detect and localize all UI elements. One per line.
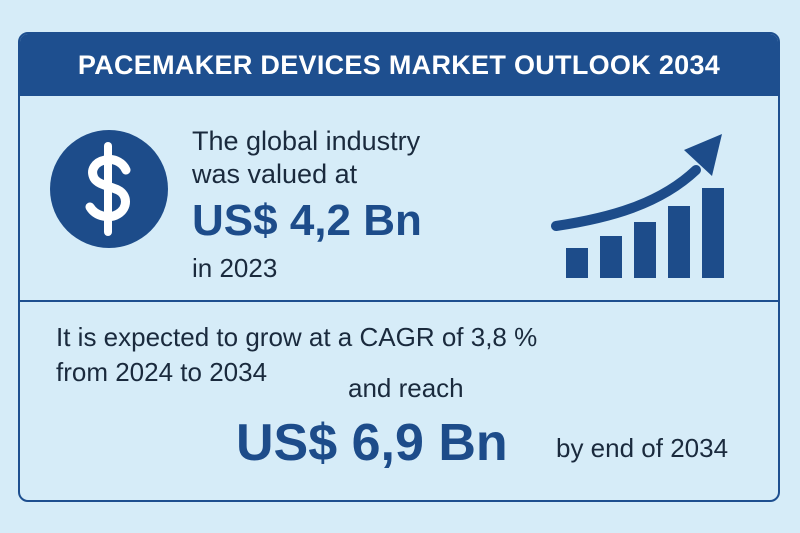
growth-chart-icon (551, 134, 724, 278)
forecast-line-2: from 2024 to 2034 (56, 357, 268, 387)
page-title: PACEMAKER DEVICES MARKET OUTLOOK 2034 (77, 49, 721, 80)
forecast-value: US$ 6,9 Bn (236, 414, 508, 472)
section-divider (20, 300, 778, 302)
current-line-2: was valued at (192, 159, 358, 189)
header-banner: PACEMAKER DEVICES MARKET OUTLOOK 2034 (20, 34, 778, 96)
forecast-line-1: It is expected to grow at a CAGR of 3,8 … (56, 322, 538, 352)
current-line-1: The global industry (192, 126, 421, 156)
forecast-line-3: and reach (348, 373, 464, 403)
dollar-icon (50, 130, 168, 248)
current-value: US$ 4,2 Bn (192, 196, 422, 245)
forecast-suffix: by end of 2034 (556, 433, 729, 463)
current-year: in 2023 (192, 253, 278, 283)
infographic-card: PACEMAKER DEVICES MARKET OUTLOOK 2034 Th… (18, 32, 780, 502)
